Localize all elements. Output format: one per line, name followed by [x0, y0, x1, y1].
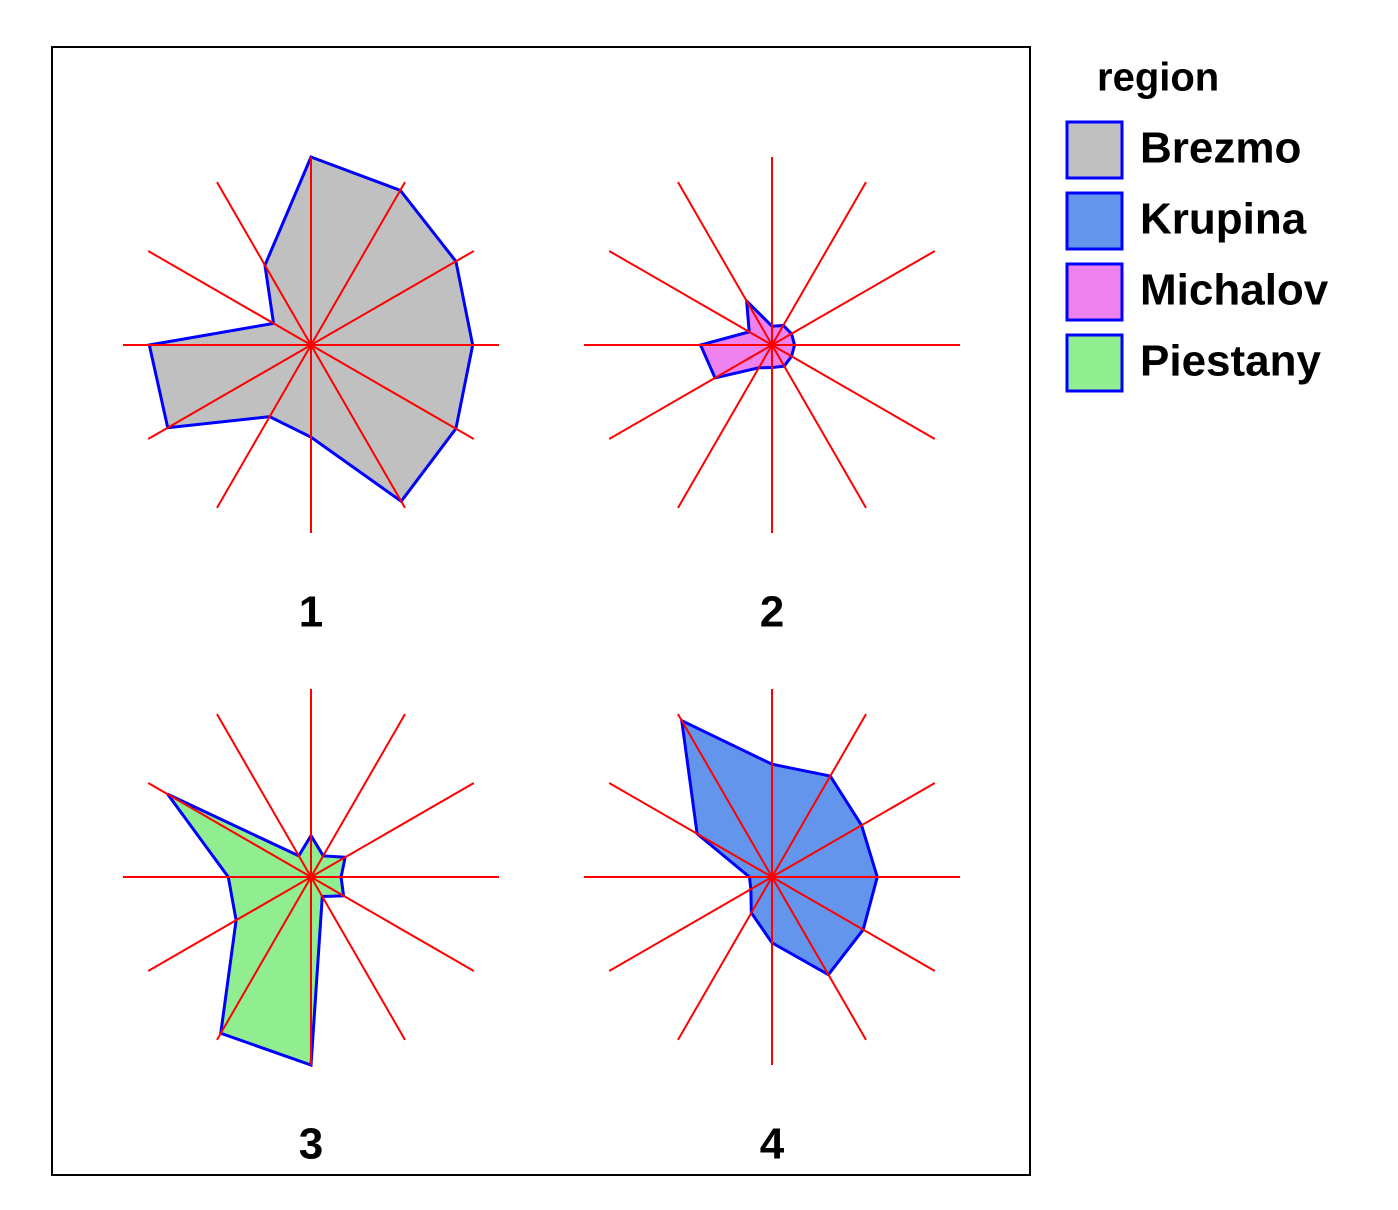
spoke [147, 344, 312, 440]
spoke [216, 181, 312, 346]
spoke [310, 876, 406, 1041]
spoke [147, 782, 312, 878]
spoke [147, 876, 312, 972]
star-polygon [166, 792, 348, 1068]
spoke [677, 181, 773, 346]
spoke [771, 782, 936, 878]
legend-label: Michalov [1140, 266, 1329, 315]
spoke [310, 250, 475, 346]
star-polygon [679, 718, 879, 977]
spoke [608, 344, 773, 440]
spoke [771, 344, 867, 509]
spoke [771, 250, 936, 346]
legend-label: Krupina [1140, 195, 1307, 244]
spoke [771, 344, 936, 440]
star-label: 3 [299, 1120, 323, 1169]
spoke [771, 181, 867, 346]
spoke [310, 344, 406, 509]
spoke [310, 782, 475, 878]
legend-swatch [1065, 191, 1124, 251]
legend-title: region [1097, 56, 1219, 100]
star-label: 1 [299, 588, 323, 637]
spoke [677, 713, 773, 878]
legend-swatch [1065, 262, 1124, 322]
legend-label: Piestany [1140, 337, 1322, 386]
spoke [310, 876, 475, 972]
star-label: 2 [760, 588, 784, 637]
legend-swatch [1065, 333, 1124, 393]
legend-swatch [1065, 120, 1124, 180]
spoke [216, 344, 312, 509]
spoke [771, 876, 867, 1041]
spoke [677, 344, 773, 509]
star-label: 4 [760, 1120, 785, 1169]
legend-label: Brezmo [1140, 124, 1301, 173]
spoke [771, 876, 936, 972]
spoke [310, 713, 406, 878]
spoke [608, 782, 773, 878]
plot-frame [51, 46, 1031, 1176]
spoke [310, 344, 475, 440]
spoke [677, 876, 773, 1041]
spoke [147, 250, 312, 346]
spoke [310, 181, 406, 346]
spoke [608, 876, 773, 972]
spoke [216, 876, 312, 1041]
spoke [216, 713, 312, 878]
spoke [771, 713, 867, 878]
spoke [608, 250, 773, 346]
